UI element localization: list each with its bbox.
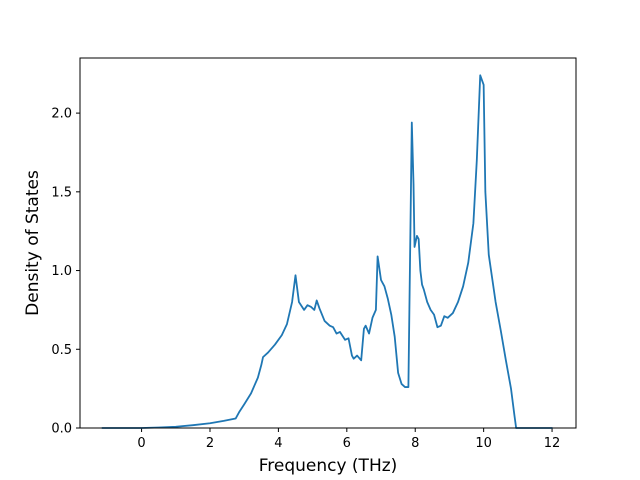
x-tick-label: 2 bbox=[206, 436, 214, 451]
x-tick-label: 8 bbox=[411, 436, 419, 451]
x-tick-label: 6 bbox=[343, 436, 351, 451]
x-tick-label: 0 bbox=[137, 436, 145, 451]
x-tick-label: 12 bbox=[544, 436, 561, 451]
x-tick-label: 4 bbox=[274, 436, 282, 451]
y-axis-label: Density of States bbox=[23, 170, 43, 316]
x-axis-ticks: 0 2 4 6 8 10 12 bbox=[137, 428, 560, 451]
plot-area bbox=[80, 58, 576, 428]
y-tick-label: 0.5 bbox=[51, 343, 72, 358]
x-axis-label: Frequency (THz) bbox=[259, 456, 398, 476]
y-tick-label: 1.0 bbox=[51, 264, 72, 279]
series-line bbox=[101, 74, 553, 429]
y-tick-label: 2.0 bbox=[51, 107, 72, 122]
y-axis-ticks: 0.0 0.5 1.0 1.5 2.0 bbox=[51, 107, 80, 437]
x-tick-label: 10 bbox=[475, 436, 492, 451]
y-tick-label: 0.0 bbox=[51, 422, 72, 437]
plot-frame bbox=[79, 57, 577, 429]
y-tick-label: 1.5 bbox=[51, 185, 72, 200]
